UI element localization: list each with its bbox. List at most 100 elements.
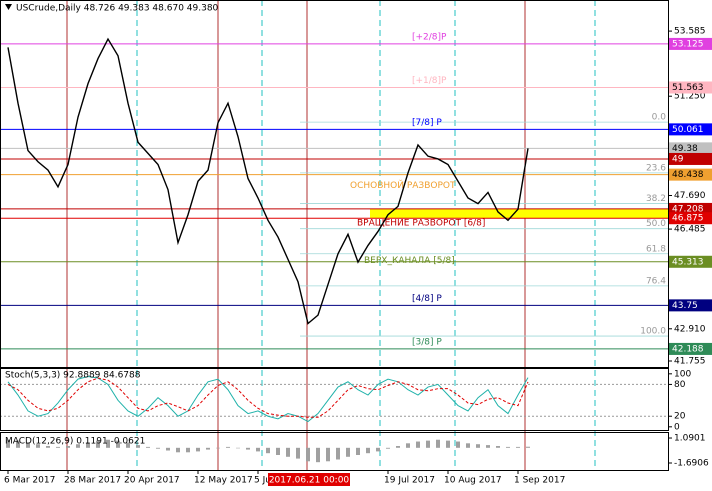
x-tick-label: 28 Mar 2017 xyxy=(64,476,121,486)
histogram-bar xyxy=(46,446,50,448)
level-value: 49 xyxy=(672,154,684,164)
level-value: 48.438 xyxy=(672,170,704,180)
y-tick-label: 47.690 xyxy=(674,191,706,201)
histogram-bar xyxy=(366,447,370,454)
fib-label: 100.0 xyxy=(640,327,666,337)
x-tick-label: 19 Jul 2017 xyxy=(384,476,435,486)
histogram-bar xyxy=(76,444,80,448)
histogram-bar xyxy=(276,447,280,455)
histogram-bar xyxy=(86,442,90,448)
histogram-bar xyxy=(26,442,30,448)
level-value: 53.125 xyxy=(672,39,704,49)
histogram-bar xyxy=(136,445,140,448)
series-line xyxy=(7,377,529,418)
annotation: ВРАЩЕНИЕ РАЗВОРОТ [6/8] xyxy=(357,219,485,229)
level-box xyxy=(669,255,712,268)
fib-label: 50.0 xyxy=(646,219,666,229)
histogram-bar xyxy=(16,440,20,448)
y-tick-label: 100 xyxy=(674,369,691,379)
histogram-bar xyxy=(386,447,390,449)
level-box xyxy=(669,202,712,215)
level-value: 46.875 xyxy=(672,214,704,224)
histogram-bar xyxy=(176,447,180,453)
x-tick-label: 6 Mar 2017 xyxy=(4,476,55,486)
histogram-bar xyxy=(126,442,130,448)
main-title: USCrude,Daily 48.726 49.383 48.670 49.38… xyxy=(16,4,219,14)
histogram-bar xyxy=(456,441,460,448)
y-tick-label: 46.485 xyxy=(674,225,706,235)
level-box xyxy=(669,168,712,181)
level-label: [+1/8]P xyxy=(412,76,447,86)
histogram-bar xyxy=(36,444,40,448)
histogram-bar xyxy=(256,447,260,452)
level-box xyxy=(669,81,712,94)
histogram-bar xyxy=(476,444,480,448)
x-tick-label: 12 May 2017 xyxy=(194,476,253,486)
fib-label: 61.8 xyxy=(646,244,666,254)
histogram-bar xyxy=(56,446,60,448)
fib-label: 0.0 xyxy=(652,113,667,123)
level-value: 43.75 xyxy=(672,301,698,311)
y-tick-label: 1.0901 xyxy=(674,434,706,444)
histogram-bar xyxy=(206,447,210,450)
stoch-frame xyxy=(0,368,669,431)
time-grid xyxy=(66,0,596,470)
histogram-bar xyxy=(266,447,270,454)
plot: 53.585 51.250 47.690 46.485 42.910 41.755 0.0 2… xyxy=(0,27,712,486)
fib-label: 38.2 xyxy=(646,194,666,204)
level-box xyxy=(669,123,712,136)
crosshair-time-box xyxy=(268,473,350,486)
y-tick-label: -1.6906 xyxy=(674,458,709,468)
annotation: ВЕРХ_КАНАЛА [5/8] xyxy=(364,256,455,266)
histogram-bar xyxy=(526,446,530,448)
y-tick-label: 42.910 xyxy=(674,324,706,334)
histogram-bar xyxy=(486,445,490,448)
histogram-bar xyxy=(346,447,350,457)
histogram-bar xyxy=(216,447,220,449)
x-tick-label: 10 Aug 2017 xyxy=(444,476,502,486)
level-value: 50.061 xyxy=(672,125,704,135)
y-tick-label: 51.250 xyxy=(674,92,706,102)
macd-title: MACD(12,26,9) 0.1191 -0.0621 xyxy=(5,437,145,447)
y-tick-label: 0 xyxy=(674,422,680,432)
histogram-bar xyxy=(306,447,310,462)
level-value: 42.188 xyxy=(672,344,704,354)
histogram-bar xyxy=(406,443,410,448)
y-tick-label: 53.585 xyxy=(674,27,706,37)
y-tick-label: 80 xyxy=(674,380,686,390)
level-label: [7/8] P xyxy=(412,118,442,128)
x-tick-label: 1 Sep 2017 xyxy=(514,476,565,486)
level-box xyxy=(669,152,712,165)
histogram-bar xyxy=(326,447,330,462)
histogram-bar xyxy=(66,446,70,448)
y-tick-label: 41.755 xyxy=(674,357,706,367)
highlight-zone xyxy=(370,208,668,219)
fib-label: 23.6 xyxy=(646,163,666,173)
histogram-bar xyxy=(196,447,200,452)
histogram-bar xyxy=(166,447,170,451)
histogram-bar xyxy=(316,447,320,463)
histogram-bar xyxy=(146,446,150,448)
level-label: [+2/8]P xyxy=(412,32,447,42)
level-label: [4/8] P xyxy=(412,294,442,304)
level-value: 45.313 xyxy=(672,257,704,267)
series-line xyxy=(7,375,529,423)
x-tick-label: 20 Apr 2017 xyxy=(124,476,180,486)
histogram-bar xyxy=(446,440,450,448)
histogram-bar xyxy=(436,439,440,448)
annotation: ОСНОВНОЙ РАЗВОРОТ xyxy=(350,179,456,191)
stoch-title: Stoch(5,3,3) 92.8889 84.6788 xyxy=(5,371,141,381)
histogram-bar xyxy=(246,447,250,450)
histogram-bar xyxy=(236,447,240,449)
frames xyxy=(0,0,669,471)
main-frame xyxy=(0,0,669,368)
collapse-icon[interactable] xyxy=(5,4,12,10)
level-value: 47.208 xyxy=(672,204,704,214)
histogram-bar xyxy=(466,443,470,448)
fib-label: 76.4 xyxy=(646,276,666,286)
histogram-bar xyxy=(356,447,360,455)
histogram-bar xyxy=(376,447,380,452)
histogram-bar xyxy=(426,440,430,448)
